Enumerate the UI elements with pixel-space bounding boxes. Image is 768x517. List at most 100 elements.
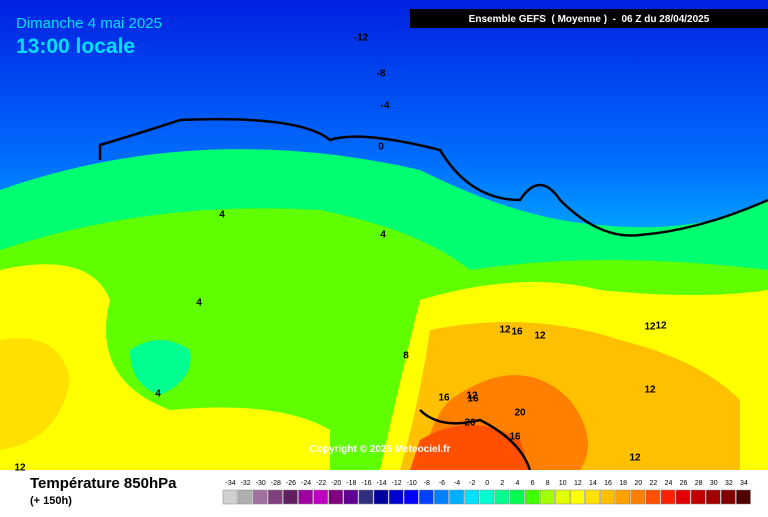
legend-label: 20 (634, 480, 642, 487)
legend-label: 16 (604, 480, 612, 487)
legend-label: 22 (649, 480, 657, 487)
legend-label: 30 (710, 480, 718, 487)
legend-label: 6 (531, 480, 535, 487)
legend-label: 24 (665, 480, 673, 487)
legend-swatch (237, 489, 253, 505)
contour-label: 16 (511, 327, 523, 338)
contour-label: 16 (438, 393, 450, 404)
legend-swatch (721, 489, 736, 505)
legend-swatch (509, 489, 525, 505)
legend-swatch (554, 489, 570, 505)
legend-label: -8 (424, 480, 430, 487)
legend-label: -30 (256, 480, 266, 487)
forecast-range: (+ 150h) (30, 495, 72, 507)
hottest-core (410, 425, 530, 470)
contour-label: 12 (14, 463, 26, 474)
legend-label: 2 (500, 480, 504, 487)
copyright: Copyright © 2025 Meteociel.fr (310, 444, 451, 455)
contour-label: 12 (655, 321, 667, 332)
legend-label: 0 (485, 480, 489, 487)
legend-swatch (600, 489, 615, 505)
legend-swatch (252, 489, 268, 505)
legend-label: -20 (331, 480, 341, 487)
legend-swatch (403, 489, 419, 505)
legend-label: -12 (392, 480, 402, 487)
contour-label: 8 (403, 351, 409, 362)
legend-swatch (268, 489, 283, 505)
date: Dimanche 4 mai 2025 (16, 15, 162, 32)
contour-label: 12 (644, 385, 656, 396)
legend-swatch (570, 489, 585, 505)
legend-label: 18 (619, 480, 627, 487)
legend-swatch (358, 489, 374, 505)
legend-label: -26 (286, 480, 296, 487)
legend-swatch (524, 489, 540, 505)
legend-swatch (494, 489, 510, 505)
local-time: 13:00 locale (16, 35, 135, 58)
legend-label: 32 (725, 480, 733, 487)
legend-swatch (705, 489, 721, 505)
legend-swatch (313, 489, 328, 505)
legend-label: -24 (301, 480, 311, 487)
legend-label: 12 (574, 480, 582, 487)
variable-title: Température 850hPa (30, 475, 177, 492)
contour-label: 12 (499, 325, 511, 336)
legend-label: 28 (695, 480, 703, 487)
legend-label: -22 (316, 480, 326, 487)
legend-label: 14 (589, 480, 597, 487)
legend-swatch (690, 489, 706, 505)
contour-label: 12 (466, 391, 478, 402)
contour-label: 4 (155, 389, 161, 400)
legend-label: -14 (376, 480, 386, 487)
legend-label: -16 (361, 480, 371, 487)
twenty-isotherm (419, 409, 532, 471)
contour-label: 12 (629, 453, 641, 464)
contour-label: 16 (467, 394, 479, 405)
legend-swatch (736, 489, 751, 505)
legend-swatch (464, 489, 479, 505)
legend-label: -32 (241, 480, 251, 487)
legend-swatch (298, 489, 313, 505)
legend-label: -10 (407, 480, 417, 487)
legend-swatch (585, 489, 600, 505)
legend-swatch (479, 489, 495, 505)
legend-swatch (388, 489, 404, 505)
legend-swatch (343, 489, 359, 505)
contour-label: 12 (644, 322, 656, 333)
legend-label: -34 (225, 480, 235, 487)
legend-swatch (539, 489, 555, 505)
legend-swatch (373, 489, 389, 505)
cool-pocket (130, 340, 191, 395)
legend-label: -6 (439, 480, 445, 487)
legend-swatch (630, 489, 646, 505)
contour-label: 4 (196, 298, 202, 309)
legend-swatch (419, 489, 434, 505)
legend-swatch (328, 489, 344, 505)
contour-label: -12 (354, 33, 369, 44)
legend-swatch (615, 489, 630, 505)
warm-west (0, 264, 330, 470)
contour-label: 0 (378, 142, 384, 153)
legend-swatch (449, 489, 464, 505)
legend-swatch (645, 489, 661, 505)
legend-label: 34 (740, 480, 748, 487)
legend-label: -4 (454, 480, 460, 487)
legend-swatch (222, 489, 238, 505)
contour-label: 20 (514, 408, 526, 419)
zero-isotherm (98, 117, 768, 237)
warm-west-core (0, 338, 70, 450)
legend-label: 26 (680, 480, 688, 487)
contour-label: 4 (219, 210, 225, 221)
contour-label: 20 (464, 418, 476, 429)
contour-label: -4 (381, 101, 390, 112)
legend-label: -2 (469, 480, 475, 487)
legend-label: 8 (546, 480, 550, 487)
legend-label: -18 (346, 480, 356, 487)
legend-label: -28 (271, 480, 281, 487)
model-info: Ensemble GEFS ( Moyenne ) - 06 Z du 28/0… (469, 14, 710, 25)
legend-swatch (434, 489, 449, 505)
contour-label: 12 (534, 331, 546, 342)
contour-label: 4 (380, 230, 386, 241)
legend-swatch (675, 489, 691, 505)
